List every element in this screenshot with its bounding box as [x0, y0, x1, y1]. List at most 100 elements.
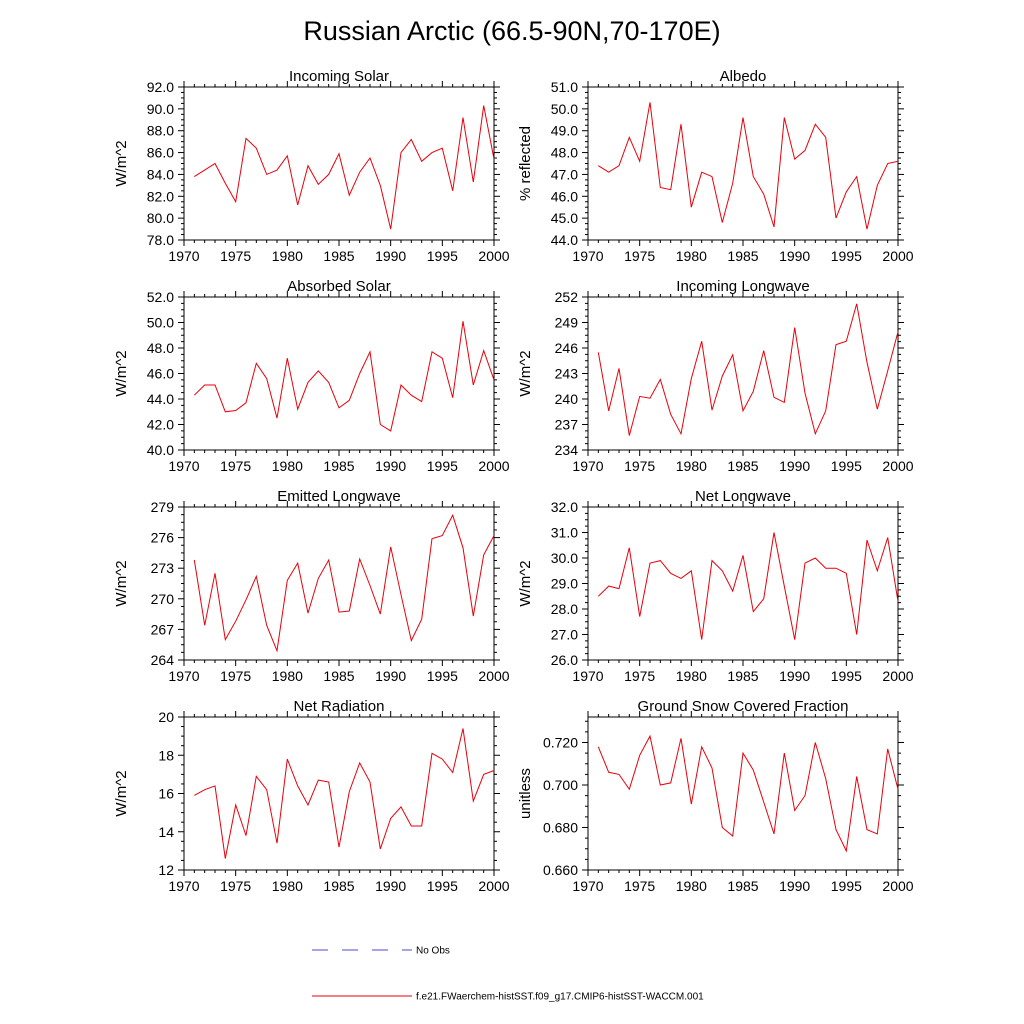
y-tick-label: 84.0 — [147, 166, 174, 182]
y-axis-label: W/m^2 — [113, 140, 130, 186]
y-tick-label: 0.720 — [543, 735, 578, 751]
y-tick-label: 234 — [555, 442, 579, 458]
y-axis-label: W/m^2 — [113, 770, 130, 816]
y-tick-label: 279 — [151, 499, 175, 515]
y-tick-label: 276 — [151, 530, 175, 546]
y-tick-label: 86.0 — [147, 145, 174, 161]
x-tick-label: 1980 — [272, 668, 303, 684]
y-axis-label: % reflected — [517, 126, 534, 201]
x-tick-label: 1995 — [831, 248, 862, 264]
y-tick-label: 273 — [151, 560, 175, 576]
y-tick-label: 50.0 — [551, 101, 578, 117]
y-tick-label: 92.0 — [147, 79, 174, 95]
x-tick-label: 1990 — [375, 248, 406, 264]
y-tick-label: 267 — [151, 621, 175, 637]
y-tick-label: 29.0 — [551, 576, 578, 592]
y-tick-label: 52.0 — [147, 289, 174, 305]
y-tick-label: 49.0 — [551, 123, 578, 139]
plot-frame — [587, 296, 899, 451]
x-tick-label: 1970 — [168, 668, 199, 684]
x-tick-label: 1970 — [168, 458, 199, 474]
x-tick-label: 1995 — [831, 668, 862, 684]
x-tick-label: 1970 — [168, 248, 199, 264]
x-tick-label: 1985 — [727, 668, 758, 684]
y-tick-label: 0.660 — [543, 862, 578, 878]
plot-frame — [183, 506, 495, 661]
x-tick-label: 2000 — [882, 668, 913, 684]
plot-frame — [183, 86, 495, 241]
x-tick-label: 2000 — [478, 458, 509, 474]
x-tick-label: 1975 — [220, 248, 251, 264]
x-tick-label: 1970 — [572, 458, 603, 474]
plot-frame — [587, 716, 899, 871]
x-tick-label: 1985 — [323, 248, 354, 264]
y-tick-label: 20 — [158, 709, 174, 725]
series-line-net-longwave — [597, 532, 899, 640]
y-axis-label: W/m^2 — [113, 350, 130, 396]
panel-albedo: Albedo % reflected 1970 1975 1980 1985 1990 199… — [517, 68, 914, 264]
y-tick-label: 264 — [151, 652, 175, 668]
x-tick-label: 1970 — [572, 668, 603, 684]
legend-noobs-label: No Obs — [416, 946, 450, 957]
x-tick-label: 1975 — [624, 248, 655, 264]
y-tick-label: 80.0 — [147, 210, 174, 226]
panel-net-radiation: Net Radiation W/m^2 1970 1975 1980 1985 1990 19… — [113, 698, 510, 894]
y-tick-label: 30.0 — [551, 550, 578, 566]
y-axis-label: W/m^2 — [113, 560, 130, 606]
legend: No Obs f.e21.FWaerchem-histSST.f09_g17.C… — [312, 946, 704, 1003]
panel-title: Net Radiation — [294, 698, 385, 715]
x-tick-label: 2000 — [478, 878, 509, 894]
x-tick-label: 2000 — [478, 668, 509, 684]
y-axis-label: unitless — [517, 768, 534, 819]
x-tick-label: 1995 — [427, 458, 458, 474]
x-tick-label: 2000 — [478, 248, 509, 264]
y-tick-label: 42.0 — [147, 417, 174, 433]
x-tick-label: 1995 — [427, 248, 458, 264]
x-tick-label: 1990 — [375, 668, 406, 684]
y-tick-label: 46.0 — [147, 366, 174, 382]
panel-title: Emitted Longwave — [277, 488, 400, 505]
y-tick-label: 27.0 — [551, 627, 578, 643]
x-tick-label: 1995 — [831, 878, 862, 894]
panel-absorbed-solar: Absorbed Solar W/m^2 1970 1975 1980 1985 1990 1… — [113, 278, 510, 474]
legend-model-label: f.e21.FWaerchem-histSST.f09_g17.CMIP6-hi… — [416, 992, 704, 1003]
y-tick-label: 44.0 — [551, 232, 578, 248]
y-tick-label: 90.0 — [147, 101, 174, 117]
panel-title: Albedo — [720, 68, 767, 85]
x-tick-label: 1990 — [779, 878, 810, 894]
panel-title: Net Longwave — [695, 488, 791, 505]
x-tick-label: 1975 — [624, 458, 655, 474]
x-tick-label: 1990 — [779, 458, 810, 474]
x-tick-label: 1995 — [427, 668, 458, 684]
x-tick-label: 1980 — [676, 878, 707, 894]
y-tick-label: 0.700 — [543, 777, 578, 793]
x-tick-label: 1985 — [727, 878, 758, 894]
x-tick-label: 1975 — [220, 668, 251, 684]
panel-title: Incoming Solar — [289, 68, 389, 85]
series-line-absorbed-solar — [193, 321, 495, 432]
x-tick-label: 1990 — [779, 248, 810, 264]
y-tick-label: 270 — [151, 591, 175, 607]
plot-frame — [587, 86, 899, 241]
y-tick-label: 240 — [555, 391, 579, 407]
panel-emitted-longwave: Emitted Longwave W/m^2 1970 1975 1980 1985 199… — [113, 488, 510, 684]
x-tick-label: 1980 — [272, 248, 303, 264]
x-tick-label: 2000 — [882, 248, 913, 264]
y-tick-label: 51.0 — [551, 79, 578, 95]
x-tick-label: 1995 — [427, 878, 458, 894]
panel-incoming-solar: Incoming Solar W/m^2 1970 1975 1980 1985 1990 1… — [113, 68, 510, 264]
y-tick-label: 249 — [555, 315, 579, 331]
x-tick-label: 1970 — [572, 878, 603, 894]
y-tick-label: 32.0 — [551, 499, 578, 515]
panel-incoming-longwave: Incoming Longwave W/m^2 1970 1975 1980 1985 19… — [517, 278, 914, 474]
x-tick-label: 1975 — [624, 878, 655, 894]
x-tick-label: 1975 — [220, 458, 251, 474]
x-tick-label: 1970 — [572, 248, 603, 264]
x-tick-label: 1985 — [323, 878, 354, 894]
x-tick-label: 1995 — [831, 458, 862, 474]
y-tick-label: 46.0 — [551, 188, 578, 204]
y-tick-label: 45.0 — [551, 210, 578, 226]
x-tick-label: 1970 — [168, 878, 199, 894]
y-tick-label: 88.0 — [147, 123, 174, 139]
